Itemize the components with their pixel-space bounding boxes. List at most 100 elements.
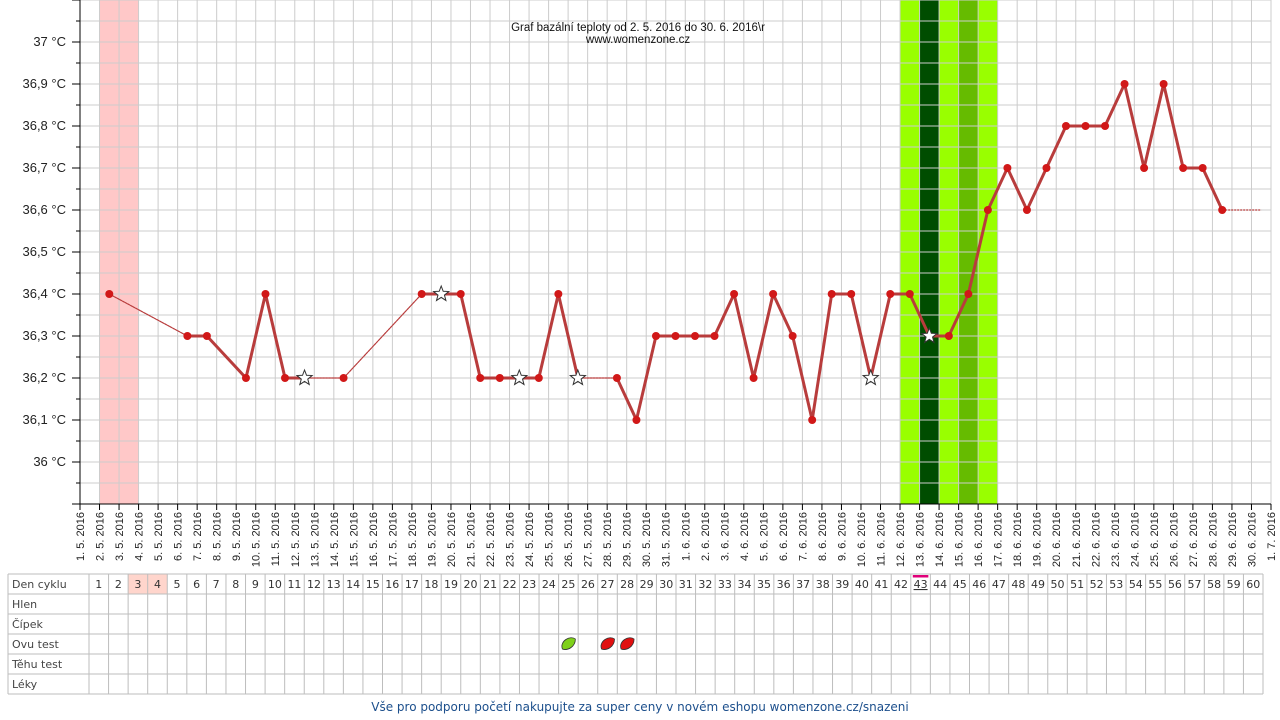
cycle-day-number: 22 bbox=[503, 578, 517, 591]
series-segment bbox=[459, 292, 482, 380]
x-tick-label: 3. 5. 2016 bbox=[114, 512, 126, 561]
table-row-label: Hlen bbox=[12, 598, 37, 611]
data-point bbox=[612, 374, 621, 382]
data-point-star bbox=[295, 368, 314, 386]
series-segment bbox=[1005, 166, 1029, 212]
series-segment bbox=[634, 334, 658, 422]
series-segment bbox=[205, 334, 248, 380]
x-tick-label: 2. 6. 2016 bbox=[700, 512, 712, 561]
cycle-day-number: 21 bbox=[483, 578, 497, 591]
ovu-test-positive-icon bbox=[620, 637, 635, 650]
data-point bbox=[261, 290, 270, 298]
cycle-day-highlight bbox=[147, 574, 168, 594]
y-tick-label: 36,1 °C bbox=[22, 412, 66, 427]
cycle-day-number: 11 bbox=[287, 578, 301, 591]
cycle-day-number: 57 bbox=[1188, 578, 1202, 591]
x-tick-label: 30. 5. 2016 bbox=[641, 512, 653, 567]
data-point bbox=[827, 290, 836, 298]
x-tick-label: 26. 6. 2016 bbox=[1168, 512, 1180, 567]
cycle-day-number: 42 bbox=[894, 578, 908, 591]
series-segment bbox=[1103, 82, 1127, 128]
data-point-star bbox=[861, 368, 880, 386]
cycle-day-number: 37 bbox=[796, 578, 810, 591]
cycle-day-number: 40 bbox=[855, 578, 869, 591]
x-tick-label: 3. 6. 2016 bbox=[719, 512, 731, 561]
data-point bbox=[651, 332, 660, 340]
series-segment bbox=[1044, 124, 1068, 170]
cycle-day-number: 2 bbox=[115, 578, 122, 591]
data-point bbox=[1218, 206, 1227, 214]
data-point bbox=[1022, 206, 1031, 214]
x-tick-label: 6. 5. 2016 bbox=[173, 512, 185, 561]
series-segment bbox=[615, 376, 638, 422]
x-tick-label: 11. 5. 2016 bbox=[270, 512, 282, 566]
data-point bbox=[1101, 122, 1110, 130]
cycle-day-number: 17 bbox=[405, 578, 419, 591]
series-segment bbox=[1025, 166, 1048, 212]
cycle-day-number: 19 bbox=[444, 578, 458, 591]
cycle-day-number: 33 bbox=[718, 578, 732, 591]
cycle-day-number: 32 bbox=[698, 578, 712, 591]
series-segment bbox=[244, 292, 267, 380]
cycle-day-number: 38 bbox=[816, 578, 830, 591]
data-point bbox=[281, 374, 290, 382]
x-tick-label: 12. 5. 2016 bbox=[290, 512, 302, 567]
x-tick-label: 19. 6. 2016 bbox=[1032, 512, 1044, 567]
cycle-day-number: 55 bbox=[1148, 578, 1162, 591]
y-tick-label: 36,2 °C bbox=[22, 370, 66, 385]
x-tick-label: 6. 6. 2016 bbox=[778, 512, 790, 561]
data-point bbox=[886, 290, 895, 298]
data-point bbox=[495, 374, 504, 382]
y-tick-label: 36,5 °C bbox=[22, 244, 66, 259]
x-tick-label: 17. 6. 2016 bbox=[993, 512, 1005, 567]
cycle-day-number: 16 bbox=[385, 578, 399, 591]
cycle-day-number: 12 bbox=[307, 578, 321, 591]
basal-temperature-chart: 36 °C 36,1 °C 36,2 °C 36,3 °C 36,4 °C 36,5 °C… bbox=[7, 0, 1278, 695]
series-segment bbox=[947, 292, 970, 338]
cycle-day-number: 59 bbox=[1227, 578, 1241, 591]
cycle-day-number: 56 bbox=[1168, 578, 1182, 591]
x-tick-label: 28. 5. 2016 bbox=[602, 512, 614, 567]
x-tick-label: 31. 5. 2016 bbox=[661, 512, 673, 567]
cycle-day-number: 14 bbox=[346, 578, 360, 591]
table-row-label: Ovu test bbox=[12, 638, 59, 651]
cycle-day-number: 18 bbox=[424, 578, 438, 591]
series-segment bbox=[791, 334, 814, 422]
cycle-day-number: 24 bbox=[542, 578, 556, 591]
data-point bbox=[534, 374, 543, 382]
table-row-label: Čípek bbox=[12, 618, 43, 631]
y-tick-label: 36,9 °C bbox=[22, 76, 66, 91]
y-tick-label: 36 °C bbox=[33, 454, 66, 469]
series-segment bbox=[108, 293, 188, 337]
data-point-star bbox=[510, 368, 529, 386]
data-point bbox=[456, 290, 465, 298]
x-tick-label: 4. 6. 2016 bbox=[739, 512, 751, 561]
cycle-day-number: 39 bbox=[835, 578, 849, 591]
cycle-day-number: 9 bbox=[252, 578, 259, 591]
cycle-day-number: 53 bbox=[1109, 578, 1123, 591]
x-tick-label: 21. 5. 2016 bbox=[465, 512, 477, 567]
x-tick-label: 29. 5. 2016 bbox=[622, 512, 634, 567]
data-point bbox=[1081, 122, 1090, 130]
series-segment bbox=[752, 292, 775, 380]
eshop-footer-link[interactable]: Vše pro podporu početí nakupujte za supe… bbox=[371, 700, 909, 714]
cycle-day-number: 29 bbox=[640, 578, 654, 591]
y-tick-label: 37 °C bbox=[33, 34, 66, 49]
cycle-day-number: 45 bbox=[953, 578, 967, 591]
series-segment bbox=[986, 166, 1009, 212]
x-tick-label: 22. 6. 2016 bbox=[1090, 512, 1102, 567]
cycle-day-number: 13 bbox=[327, 578, 341, 591]
x-tick-label: 7. 6. 2016 bbox=[797, 512, 809, 561]
data-point-star bbox=[920, 326, 939, 344]
data-point bbox=[671, 332, 680, 340]
cycle-day-number: 31 bbox=[679, 578, 693, 591]
x-tick-label: 13. 6. 2016 bbox=[915, 512, 927, 567]
data-point bbox=[769, 290, 778, 298]
x-tick-label: 12. 6. 2016 bbox=[895, 512, 907, 567]
series-segment bbox=[1162, 82, 1185, 170]
cycle-day-number: 54 bbox=[1129, 578, 1143, 591]
cycle-day-number: 28 bbox=[620, 578, 634, 591]
series-segment bbox=[342, 293, 423, 379]
x-tick-label: 30. 6. 2016 bbox=[1246, 512, 1258, 567]
cycle-day-number: 46 bbox=[972, 578, 986, 591]
